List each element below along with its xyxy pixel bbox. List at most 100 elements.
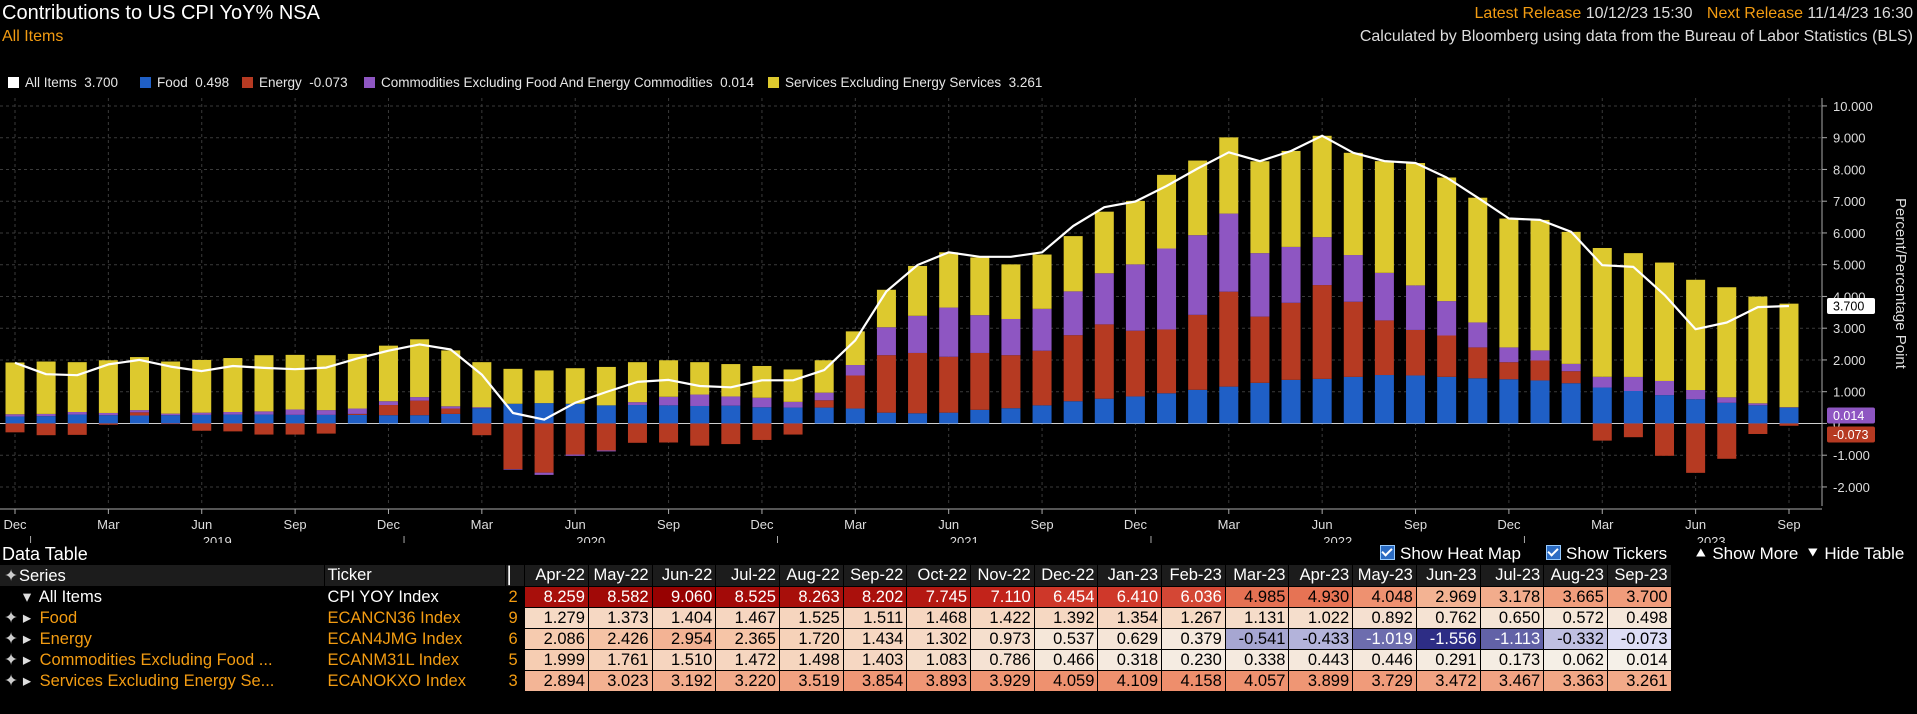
- bar-segment[interactable]: [876, 327, 896, 356]
- bar-segment[interactable]: [783, 423, 803, 435]
- ticker-cell[interactable]: CPI YOY Index: [324, 586, 506, 608]
- bar-segment[interactable]: [1063, 236, 1083, 292]
- bar-segment[interactable]: [98, 360, 118, 413]
- bar-segment[interactable]: [5, 362, 25, 415]
- bar-segment[interactable]: [316, 355, 336, 411]
- table-row[interactable]: ✦ ▸ Commodities Excluding Food ... ECANM31…: [0, 649, 1672, 671]
- value-cell[interactable]: 1.720: [779, 628, 844, 650]
- bar-segment[interactable]: [1281, 302, 1301, 380]
- bar-segment[interactable]: [1312, 378, 1332, 424]
- bar-segment[interactable]: [1281, 150, 1301, 247]
- bar-segment[interactable]: [378, 405, 398, 416]
- value-cell[interactable]: 1.472: [715, 649, 780, 671]
- bar-segment[interactable]: [1748, 403, 1768, 406]
- legend-item-energy[interactable]: Energy -0.073: [242, 75, 348, 90]
- value-cell[interactable]: 2.954: [652, 628, 717, 650]
- bar-segment[interactable]: [1063, 401, 1083, 424]
- bar-segment[interactable]: [1032, 254, 1052, 309]
- bar-segment[interactable]: [659, 405, 679, 424]
- value-cell[interactable]: 0.230: [1161, 649, 1226, 671]
- bar-segment[interactable]: [254, 423, 274, 435]
- chart-area[interactable]: 10.0009.0008.0007.0006.0005.0004.0003.00…: [0, 98, 1917, 543]
- value-cell[interactable]: 4.930: [1288, 586, 1354, 608]
- bar-segment[interactable]: [1561, 363, 1581, 372]
- bar-segment[interactable]: [1219, 386, 1239, 424]
- bar-segment[interactable]: [1312, 135, 1332, 238]
- bar-segment[interactable]: [1530, 350, 1550, 361]
- value-cell[interactable]: 4.057: [1225, 670, 1290, 691]
- bar-segment[interactable]: [1748, 296, 1768, 404]
- bar-segment[interactable]: [1655, 380, 1675, 396]
- value-cell[interactable]: 1.468: [906, 607, 972, 629]
- bar-segment[interactable]: [316, 423, 336, 434]
- bar-segment[interactable]: [783, 369, 803, 402]
- value-cell[interactable]: 3.261: [1607, 670, 1672, 691]
- legend-item-all-items[interactable]: All Items 3.700: [8, 75, 118, 90]
- bar-segment[interactable]: [36, 413, 56, 417]
- bar-segment[interactable]: [1748, 405, 1768, 424]
- bar-segment[interactable]: [534, 472, 554, 475]
- value-cell[interactable]: 0.062: [1543, 649, 1608, 671]
- legend-item-core-goods[interactable]: Commodities Excluding Food And Energy Co…: [364, 75, 754, 90]
- value-cell[interactable]: 3.472: [1416, 670, 1481, 691]
- bar-segment[interactable]: [98, 412, 118, 416]
- bar-segment[interactable]: [378, 415, 398, 424]
- bar-segment[interactable]: [939, 307, 959, 357]
- bar-segment[interactable]: [1001, 408, 1021, 424]
- bar-segment[interactable]: [1623, 423, 1643, 438]
- bar-segment[interactable]: [161, 413, 181, 416]
- bar-segment[interactable]: [441, 350, 461, 407]
- value-cell[interactable]: 4.985: [1225, 586, 1290, 608]
- bar-segment[interactable]: [596, 450, 616, 452]
- bar-segment[interactable]: [783, 401, 803, 408]
- value-cell[interactable]: 1.354: [1097, 607, 1163, 629]
- value-cell[interactable]: 3.899: [1288, 670, 1354, 691]
- bar-segment[interactable]: [1592, 376, 1612, 388]
- bar-segment[interactable]: [1250, 382, 1270, 424]
- value-cell[interactable]: 8.259: [524, 586, 589, 608]
- bar-segment[interactable]: [254, 355, 274, 412]
- bar-segment[interactable]: [752, 365, 772, 398]
- value-cell[interactable]: 6.410: [1097, 586, 1163, 608]
- series-cell[interactable]: ▾ All Items: [0, 586, 325, 608]
- value-cell[interactable]: 1.404: [652, 607, 717, 629]
- bar-segment[interactable]: [1157, 174, 1177, 249]
- value-cell[interactable]: 0.629: [1097, 628, 1163, 650]
- value-cell[interactable]: 1.022: [1288, 607, 1354, 629]
- bar-segment[interactable]: [129, 412, 149, 416]
- bar-segment[interactable]: [472, 423, 492, 436]
- bar-segment[interactable]: [1779, 423, 1799, 426]
- value-cell[interactable]: 4.048: [1352, 586, 1417, 608]
- bar-segment[interactable]: [908, 265, 928, 316]
- value-cell[interactable]: 0.762: [1416, 607, 1481, 629]
- value-cell[interactable]: 8.582: [588, 586, 653, 608]
- value-cell[interactable]: 4.109: [1097, 670, 1163, 691]
- column-header-period[interactable]: May-23: [1352, 565, 1417, 587]
- bar-segment[interactable]: [1125, 396, 1145, 424]
- value-cell[interactable]: 8.202: [843, 586, 908, 608]
- ticker-cell[interactable]: ECANOKXO Index: [324, 670, 506, 691]
- value-cell[interactable]: -0.073: [1607, 628, 1672, 650]
- value-cell[interactable]: 6.454: [1034, 586, 1099, 608]
- bar-segment[interactable]: [939, 412, 959, 424]
- value-cell[interactable]: 1.267: [1161, 607, 1226, 629]
- chart-subtitle[interactable]: All Items: [2, 28, 64, 45]
- value-cell[interactable]: -1.019: [1352, 628, 1417, 650]
- bar-segment[interactable]: [970, 315, 990, 353]
- value-cell[interactable]: 0.379: [1161, 628, 1226, 650]
- bar-segment[interactable]: [36, 361, 56, 414]
- bar-segment[interactable]: [565, 368, 585, 404]
- bar-segment[interactable]: [1001, 318, 1021, 356]
- move-handle-icon[interactable]: ✦: [4, 672, 18, 690]
- bar-segment[interactable]: [1592, 247, 1612, 377]
- bar-segment[interactable]: [1343, 255, 1363, 302]
- bar-segment[interactable]: [36, 416, 56, 424]
- bar-segment[interactable]: [192, 359, 212, 413]
- bar-segment[interactable]: [876, 355, 896, 413]
- value-cell[interactable]: 0.443: [1288, 649, 1354, 671]
- bar-segment[interactable]: [814, 360, 834, 393]
- bar-segment[interactable]: [316, 410, 336, 415]
- bar-segment[interactable]: [98, 415, 118, 424]
- expand-all-icon[interactable]: ✦: [4, 566, 18, 585]
- column-header-period[interactable]: Aug-23: [1543, 565, 1608, 587]
